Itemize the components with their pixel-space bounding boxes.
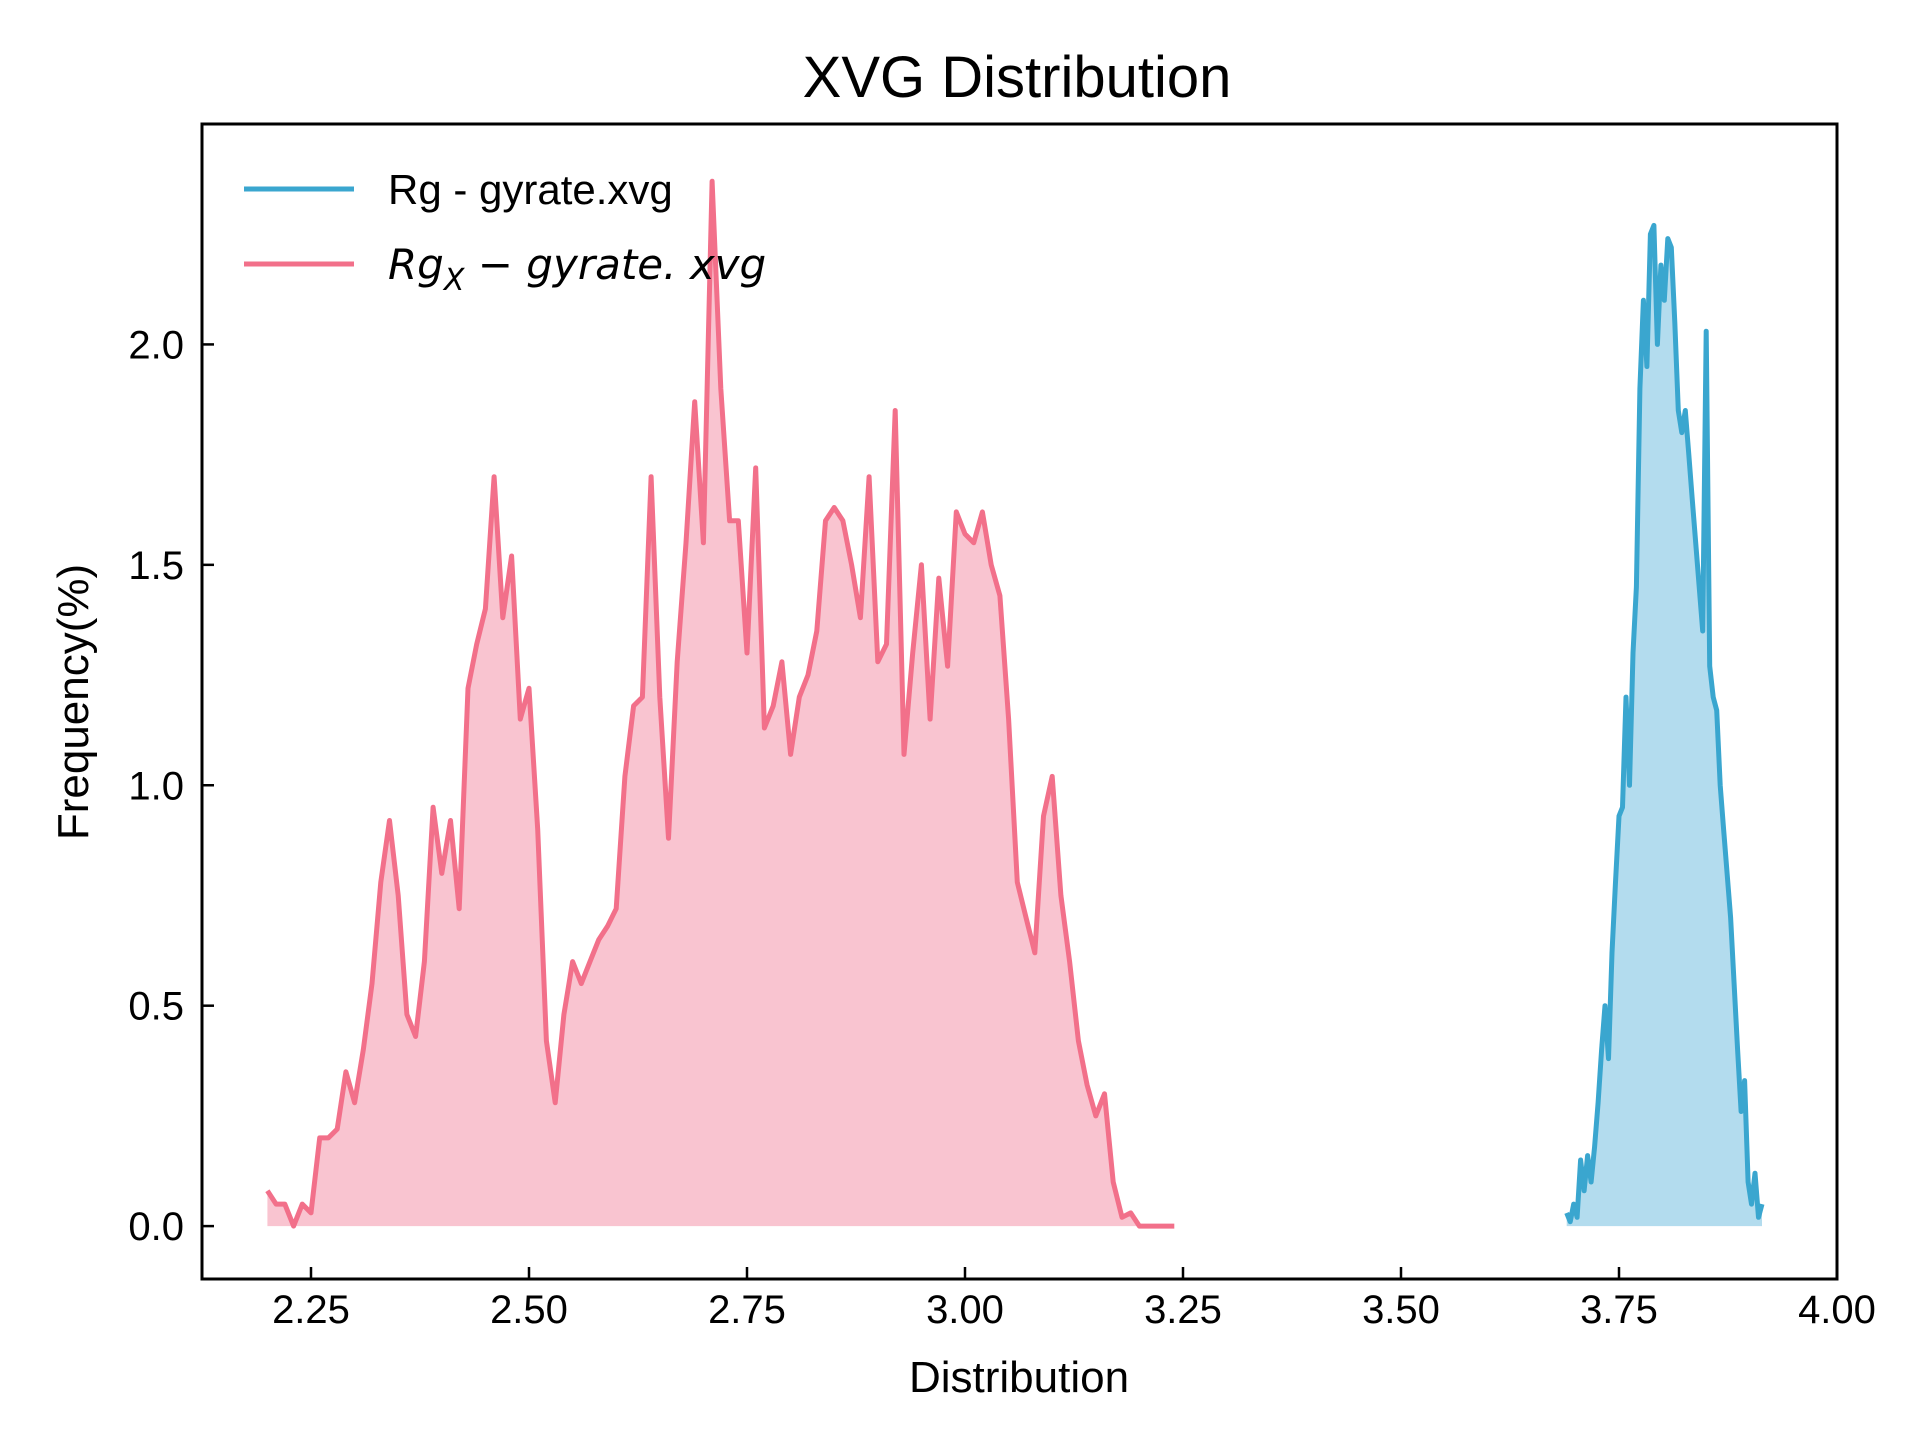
y-tick-label: 0.0: [128, 1205, 184, 1249]
x-tick-label: 3.75: [1580, 1288, 1658, 1332]
x-axis-label: Distribution: [909, 1353, 1129, 1402]
series-2-area: [267, 181, 1175, 1227]
x-tick-label: 3.25: [1144, 1288, 1222, 1332]
x-tick-label: 3.00: [926, 1288, 1004, 1332]
y-axis-label: Frequency(%): [49, 564, 98, 840]
x-tick-label: 2.75: [708, 1288, 786, 1332]
y-tick-label: 1.5: [128, 544, 184, 588]
x-axis: 2.25 2.50 2.75 3.00 3.25 3.50 3.75 4.00: [272, 1267, 1876, 1332]
chart-title: XVG Distribution: [803, 45, 1232, 110]
x-tick-label: 2.25: [272, 1288, 350, 1332]
y-axis: 0.0 0.5 1.0 1.5 2.0: [128, 323, 214, 1249]
series-1-line: [1564, 222, 1765, 1225]
legend-label: RgX − gyrate. xvg: [388, 240, 766, 298]
legend: Rg - gyrate.xvg RgX − gyrate. xvg: [244, 166, 766, 298]
plot-area: [265, 178, 1765, 1229]
plot-frame: [200, 122, 1839, 1281]
y-tick-label: 0.5: [128, 985, 184, 1029]
y-tick-label: 1.0: [128, 764, 184, 808]
x-tick-label: 4.00: [1798, 1288, 1876, 1332]
legend-label: Rg - gyrate.xvg: [388, 166, 673, 213]
series-1-area: [1566, 225, 1762, 1227]
y-tick-label: 2.0: [128, 323, 184, 367]
x-tick-label: 2.50: [490, 1288, 568, 1332]
series-2-line: [265, 178, 1175, 1229]
x-tick-label: 3.50: [1362, 1288, 1440, 1332]
